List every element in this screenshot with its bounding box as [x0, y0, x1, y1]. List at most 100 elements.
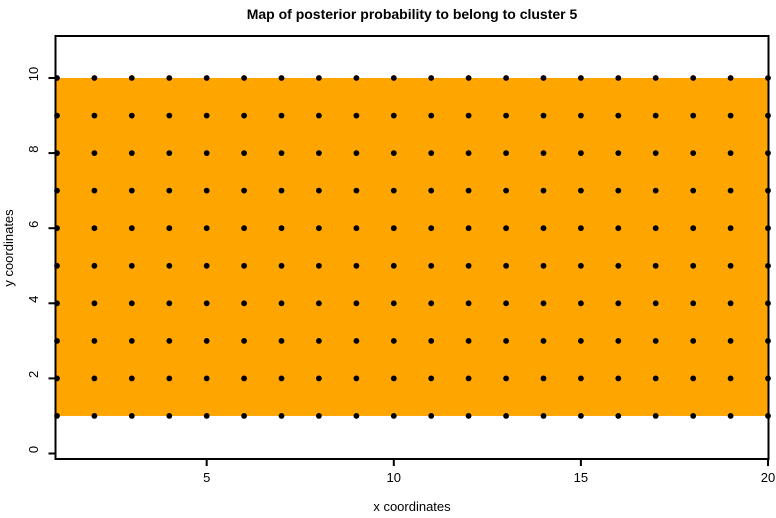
data-point: [690, 338, 697, 344]
data-point: [278, 112, 285, 119]
data-point: [727, 375, 734, 382]
data-point: [91, 300, 98, 307]
data-point: [690, 300, 697, 307]
y-axis-label: y coordinates: [1, 209, 16, 287]
x-tick-label: 20: [761, 470, 775, 485]
data-point: [241, 375, 248, 382]
data-point: [428, 338, 435, 344]
data-point: [615, 150, 622, 157]
data-point: [540, 375, 547, 382]
data-point: [503, 300, 509, 307]
data-point: [503, 413, 509, 419]
data-point: [540, 187, 547, 194]
data-point: [428, 262, 435, 269]
data-point: [353, 150, 360, 157]
y-tick-label: 4: [26, 296, 41, 303]
data-point: [316, 150, 322, 157]
data-point: [615, 375, 622, 382]
data-point: [578, 150, 584, 157]
data-point: [241, 150, 248, 157]
data-point: [615, 225, 622, 232]
data-point: [578, 375, 584, 382]
data-point: [503, 187, 509, 194]
data-point: [278, 150, 285, 157]
data-point: [390, 150, 397, 157]
data-point: [128, 338, 135, 344]
data-point: [166, 300, 173, 307]
data-point: [91, 75, 98, 81]
data-point: [91, 187, 98, 194]
data-point: [465, 75, 472, 81]
data-point: [241, 262, 248, 269]
data-point: [727, 225, 734, 232]
data-point: [652, 262, 659, 269]
x-axis: 5 10 15 20: [203, 459, 775, 485]
data-point: [727, 262, 734, 269]
data-point: [503, 225, 509, 232]
data-point: [128, 375, 135, 382]
data-point: [465, 338, 472, 344]
data-point: [91, 150, 98, 157]
data-point: [690, 75, 697, 81]
data-point: [503, 262, 509, 269]
data-point: [353, 225, 360, 232]
data-point: [390, 225, 397, 232]
data-point: [91, 112, 98, 119]
data-point: [278, 375, 285, 382]
x-tick-label: 5: [203, 470, 210, 485]
data-point: [353, 262, 360, 269]
data-point: [203, 300, 210, 307]
data-point: [316, 300, 322, 307]
data-point: [278, 262, 285, 269]
data-point: [428, 150, 435, 157]
y-tick-label: 8: [26, 145, 41, 152]
data-point: [465, 112, 472, 119]
data-point: [316, 225, 322, 232]
data-point: [278, 413, 285, 419]
data-point: [128, 300, 135, 307]
data-point: [203, 262, 210, 269]
data-point: [241, 413, 248, 419]
data-point: [390, 300, 397, 307]
data-point: [278, 225, 285, 232]
data-point: [652, 300, 659, 307]
data-point: [241, 338, 248, 344]
data-point: [690, 225, 697, 232]
data-point: [203, 375, 210, 382]
data-point: [465, 262, 472, 269]
data-point: [203, 338, 210, 344]
data-point: [128, 413, 135, 419]
data-point: [390, 338, 397, 344]
data-point: [241, 112, 248, 119]
data-point: [166, 375, 173, 382]
data-point: [390, 75, 397, 81]
x-axis-label: x coordinates: [373, 499, 451, 514]
y-tick-label: 6: [26, 221, 41, 228]
data-point: [316, 187, 322, 194]
data-point: [203, 187, 210, 194]
data-point: [91, 225, 98, 232]
data-point: [353, 375, 360, 382]
data-point: [428, 375, 435, 382]
data-point: [428, 112, 435, 119]
data-point: [465, 150, 472, 157]
data-point: [465, 225, 472, 232]
data-point: [166, 150, 173, 157]
data-point: [166, 262, 173, 269]
data-point: [615, 262, 622, 269]
data-point: [690, 187, 697, 194]
data-point: [203, 413, 210, 419]
data-point: [390, 112, 397, 119]
data-point: [166, 338, 173, 344]
data-point: [540, 262, 547, 269]
data-point: [316, 75, 322, 81]
data-point: [428, 300, 435, 307]
data-point: [166, 225, 173, 232]
data-point: [316, 262, 322, 269]
cluster-region: [55, 78, 769, 416]
data-point: [91, 338, 98, 344]
data-point: [652, 413, 659, 419]
data-point: [615, 413, 622, 419]
data-point: [241, 225, 248, 232]
data-point: [353, 75, 360, 81]
